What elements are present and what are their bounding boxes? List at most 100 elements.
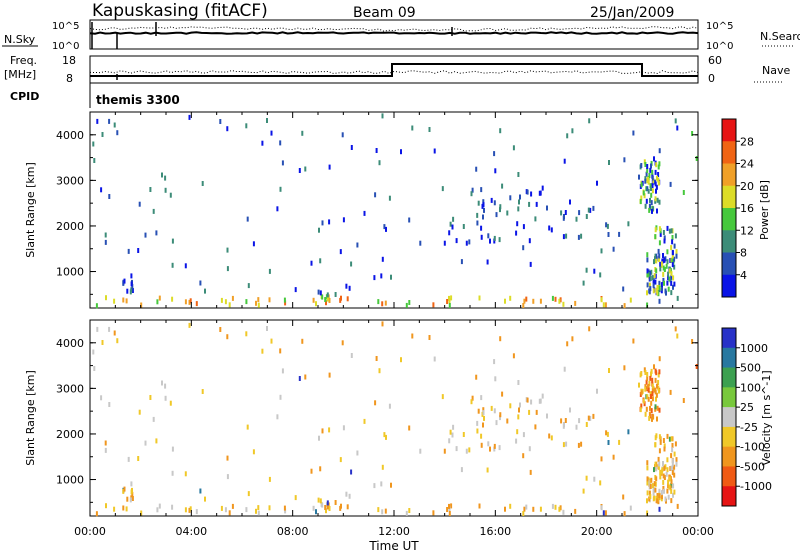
velocity-point: [671, 443, 674, 448]
power-point: [517, 172, 520, 177]
velocity-point: [219, 327, 222, 332]
velocity-point: [663, 446, 666, 452]
power-point: [646, 164, 649, 169]
power-point: [652, 288, 655, 294]
cpid-value: themis 3300: [96, 93, 180, 107]
power-panel: 1000 2000 3000 4000 Slant Range [km] 4 8 12 16…: [24, 111, 771, 309]
velocity-point: [657, 464, 660, 470]
nsearch-tick-top: 10^5: [706, 21, 733, 32]
velocity-point: [558, 506, 561, 512]
power-point: [640, 163, 643, 168]
velocity-point: [654, 377, 657, 383]
velocity-point: [446, 507, 449, 512]
power-point: [639, 199, 642, 205]
freq-panel: Freq. [MHz] 18 8 60 0 Nave CPID themis 3…: [4, 54, 790, 108]
velocity-point: [648, 381, 651, 386]
velocity-point: [663, 488, 665, 494]
velocity-point: [345, 491, 348, 497]
velocity-point: [657, 456, 660, 462]
velocity-point: [618, 439, 621, 445]
power-point: [541, 185, 544, 191]
velocity-point: [171, 504, 174, 510]
velocity-point: [252, 449, 255, 455]
velocity-point: [326, 500, 329, 506]
velocity-point: [319, 498, 322, 504]
velocity-point: [281, 368, 284, 374]
power-point: [231, 295, 234, 301]
power-point: [618, 231, 621, 237]
velocity-point: [171, 446, 174, 452]
power-point: [304, 166, 307, 172]
power-point: [669, 277, 672, 283]
power-point: [649, 286, 652, 292]
power-point: [651, 208, 653, 214]
power-point: [350, 261, 353, 267]
velocity-point: [189, 506, 192, 512]
power-point: [480, 225, 483, 231]
velocity-point: [224, 507, 227, 513]
y-tick-label: 3000: [56, 382, 84, 395]
velocity-point: [667, 494, 670, 500]
velocity-point: [356, 450, 359, 456]
power-point: [204, 288, 206, 294]
power-point: [638, 174, 640, 180]
velocity-point: [585, 422, 588, 427]
velocity-point: [691, 339, 694, 344]
velocity-point: [650, 394, 652, 399]
velocity-point: [268, 505, 271, 511]
velocity-point: [383, 432, 386, 438]
power-point: [640, 182, 643, 188]
power-point: [334, 292, 337, 297]
power-point: [671, 257, 674, 263]
velocity-point: [137, 456, 140, 461]
power-point: [654, 273, 657, 279]
power-point: [184, 299, 187, 305]
power-point: [646, 272, 649, 278]
velocity-point: [226, 334, 229, 340]
velocity-point: [450, 503, 453, 509]
power-point: [623, 157, 626, 163]
power-point: [493, 238, 496, 244]
power-point: [654, 279, 657, 285]
power-point: [644, 203, 647, 209]
power-point: [144, 232, 147, 238]
velocity-point: [682, 398, 685, 403]
power-point: [650, 192, 653, 198]
velocity-point: [408, 508, 411, 513]
velocity-point: [574, 508, 577, 514]
power-point: [657, 180, 660, 186]
power-point: [666, 280, 669, 286]
power-point: [400, 149, 402, 155]
power-point: [226, 126, 229, 132]
nsearch-line: [89, 26, 699, 32]
velocity-point: [623, 365, 626, 371]
power-point: [108, 118, 111, 124]
power-point: [261, 140, 264, 146]
power-point: [654, 234, 657, 240]
velocity-point: [650, 368, 653, 374]
velocity-point: [569, 407, 571, 413]
velocity-point: [523, 506, 526, 512]
power-point: [171, 296, 174, 302]
power-point: [526, 189, 529, 195]
velocity-point: [652, 496, 655, 502]
velocity-point: [155, 438, 158, 444]
power-point: [569, 199, 571, 205]
power-point: [455, 238, 458, 244]
x-tick-label: 16:00: [479, 525, 511, 538]
power-point: [670, 245, 673, 251]
power-point: [281, 160, 284, 166]
velocity-point: [171, 470, 174, 476]
power-point: [373, 275, 376, 281]
power-point: [462, 224, 465, 229]
power-point: [294, 287, 297, 293]
velocity-point: [100, 395, 103, 401]
power-point: [220, 297, 223, 303]
velocity-point: [639, 407, 642, 413]
power-point: [310, 260, 313, 266]
velocity-point: [673, 472, 676, 478]
velocity-point: [131, 496, 134, 501]
power-point: [565, 233, 568, 239]
velocity-point: [390, 482, 392, 488]
velocity-point: [658, 461, 661, 467]
